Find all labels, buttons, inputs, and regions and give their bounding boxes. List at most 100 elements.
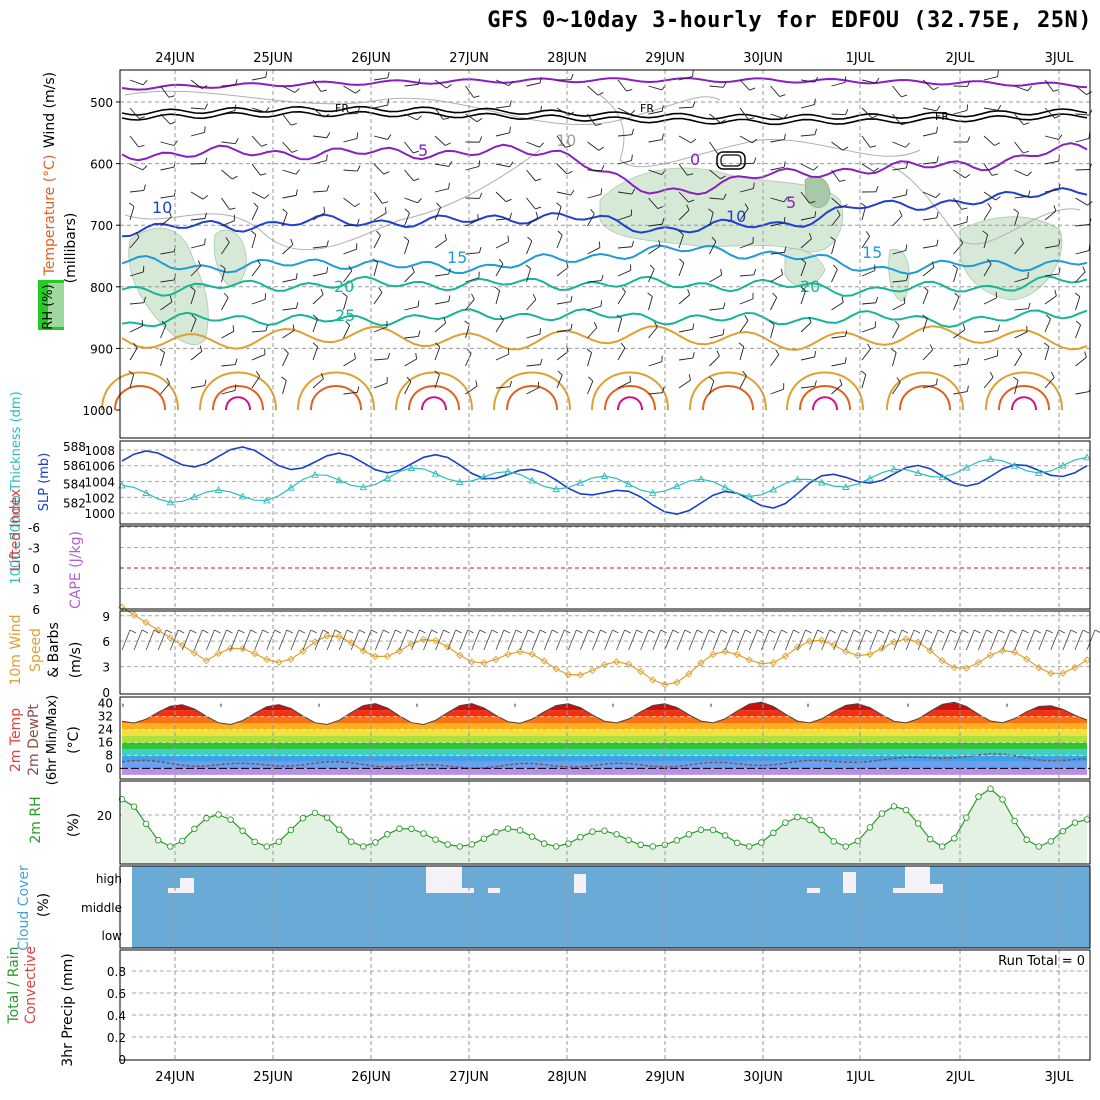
wind-barb <box>251 135 262 147</box>
wind-barb-flag <box>966 216 968 223</box>
contour-label: 10 <box>152 198 172 217</box>
wind-barb <box>556 191 571 196</box>
wind-barb <box>373 292 383 305</box>
wind-barb <box>434 135 446 146</box>
wind-barb-flag <box>814 211 817 218</box>
wind-barb <box>831 335 846 339</box>
thickness-point <box>938 473 947 481</box>
wind10m-barb <box>1086 629 1096 651</box>
wind-barb <box>770 166 785 171</box>
temp-band <box>122 723 1087 730</box>
thickness-point <box>480 473 488 480</box>
date-label-top: 24JUN <box>155 51 195 66</box>
wind-barb <box>648 223 663 227</box>
wind-barb-flag <box>261 143 268 147</box>
wind-barb <box>831 269 838 283</box>
wind-barb-flag <box>875 185 879 192</box>
wind-barb <box>465 277 479 283</box>
wind-barb <box>282 169 296 175</box>
wind-barb <box>892 194 907 199</box>
wind-barb <box>495 290 501 305</box>
y-tick-temp2m: 16 <box>98 735 113 749</box>
rh2m-point <box>866 824 874 831</box>
temperature-contour-35 <box>799 385 851 411</box>
rh2m-point <box>360 843 367 850</box>
wind-barb <box>495 191 507 203</box>
wind-barb <box>343 169 358 172</box>
wind10m-barb <box>218 629 227 651</box>
wind-barb-flag <box>229 207 236 210</box>
wind-barb <box>129 271 144 277</box>
wind-barb-flag <box>557 230 563 236</box>
wind-barb <box>922 79 934 91</box>
wind-barb <box>495 105 510 109</box>
wind-barb <box>404 271 415 283</box>
wind-barb-flag <box>961 207 968 210</box>
y-tick-pressure: 1000 <box>82 404 113 418</box>
panel-border <box>119 525 1091 610</box>
wind-barb <box>770 354 780 367</box>
ylabel-barbs: & Barbs <box>46 622 62 678</box>
wind-barb-flag <box>372 258 378 263</box>
wind-barb <box>404 113 418 121</box>
wind-barb <box>739 242 754 249</box>
wind-barb-flag <box>839 378 843 385</box>
cloud-gap <box>426 866 462 893</box>
ylabel-slp: SLP (mb) <box>37 453 52 512</box>
wind-barb-flag <box>997 324 1001 331</box>
thickness-point <box>1010 461 1019 469</box>
wind10m-barb-flag <box>190 629 197 634</box>
rh2m-point <box>239 827 246 834</box>
wind-barb-flag <box>570 189 575 196</box>
wind-barb-flag <box>257 259 261 266</box>
wind10m-barb <box>809 629 818 651</box>
wind-barb <box>160 279 175 283</box>
wind-barb-flag <box>204 379 207 386</box>
rh2m-point <box>782 819 789 826</box>
wind-barb <box>526 387 540 395</box>
wind-barb <box>587 327 598 339</box>
wind-barb <box>678 294 690 305</box>
panel-border <box>119 865 1091 949</box>
wind10m-barb <box>640 629 650 651</box>
wind-barb <box>831 362 846 367</box>
contour-label: 20 <box>800 277 820 296</box>
wind-barb <box>1044 135 1059 140</box>
wind10m-barb <box>555 629 565 651</box>
wind-barb-flag <box>997 104 1002 111</box>
wind-barb-flag <box>448 161 453 167</box>
wind-barb-flag <box>1050 371 1055 378</box>
wind10m-barb-flag <box>539 629 547 634</box>
wind-barb <box>709 113 721 124</box>
wind-barb <box>221 268 226 283</box>
wind-barb-flag <box>568 111 574 116</box>
thickness-point <box>311 470 319 478</box>
wind-barb-flag <box>295 189 298 196</box>
wind-barb-flag <box>1075 320 1081 326</box>
wind-barb <box>1075 296 1081 311</box>
wind-barb-flag <box>1027 190 1031 197</box>
wind-barb <box>495 79 509 87</box>
thickness-point <box>745 492 754 500</box>
wind-barb-flag <box>354 203 360 207</box>
wind-barb <box>190 218 205 221</box>
y-tick-temp2m: 8 <box>105 748 113 762</box>
wind-barb <box>129 302 144 305</box>
wind10m-barb-flag <box>757 629 764 634</box>
rh2m-point <box>733 839 741 847</box>
wind-barb-flag <box>143 296 147 303</box>
wind-barb <box>861 348 871 361</box>
wind-barb-flag <box>250 230 257 235</box>
wind10m-barb-flag <box>1082 629 1090 634</box>
wind-barb <box>739 320 749 333</box>
wind-barb <box>983 207 992 221</box>
wind-barb-flag <box>814 380 817 387</box>
wind-barb-flag <box>234 384 237 391</box>
wind-barb <box>831 240 836 255</box>
contour-label: FR <box>640 102 654 115</box>
temperature-contour-35 <box>998 385 1050 411</box>
wind-barb <box>770 197 785 203</box>
wind-barb-flag <box>808 316 812 323</box>
ylabel-dewpt2m: 2m DewPt <box>26 704 42 776</box>
